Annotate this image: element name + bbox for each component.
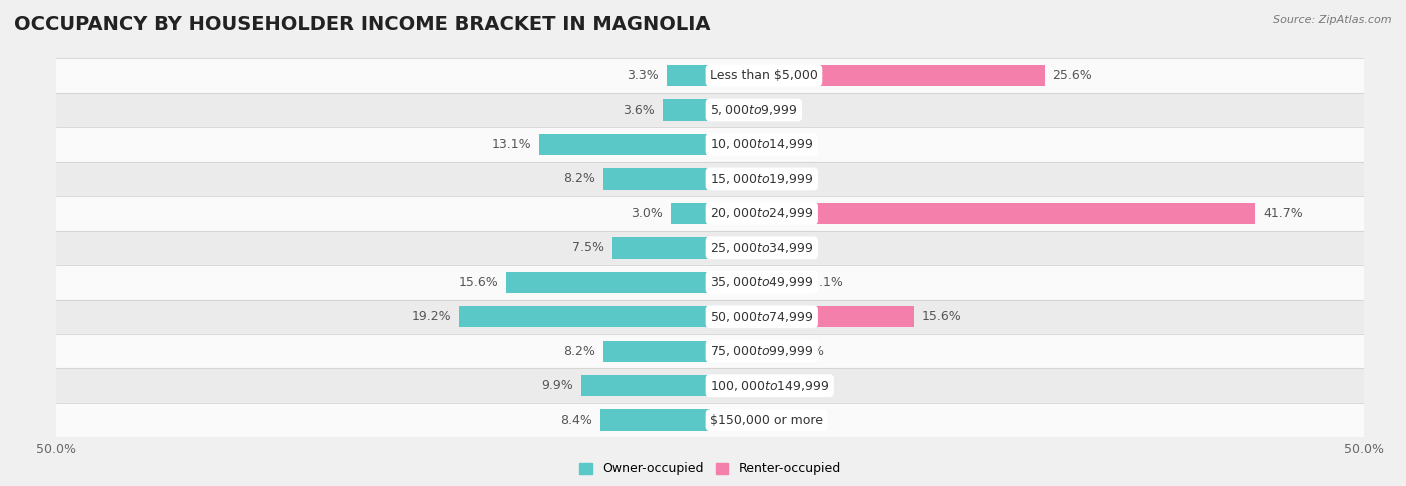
Text: $5,000 to $9,999: $5,000 to $9,999 <box>710 103 797 117</box>
Bar <box>710 306 914 328</box>
Bar <box>506 272 710 293</box>
Text: $25,000 to $34,999: $25,000 to $34,999 <box>710 241 814 255</box>
Text: Source: ZipAtlas.com: Source: ZipAtlas.com <box>1274 15 1392 25</box>
Bar <box>56 162 1364 196</box>
Text: 8.2%: 8.2% <box>562 173 595 186</box>
Bar <box>56 127 1364 162</box>
Text: Less than $5,000: Less than $5,000 <box>710 69 818 82</box>
Text: 8.4%: 8.4% <box>561 414 592 427</box>
Text: 15.6%: 15.6% <box>458 276 498 289</box>
Text: 41.7%: 41.7% <box>1263 207 1303 220</box>
Bar <box>458 306 710 328</box>
Text: 0.0%: 0.0% <box>718 173 749 186</box>
Bar <box>710 341 785 362</box>
Bar <box>612 237 710 259</box>
Bar <box>603 341 710 362</box>
Text: $150,000 or more: $150,000 or more <box>710 414 823 427</box>
Bar <box>600 410 710 431</box>
Bar <box>56 265 1364 299</box>
Bar <box>56 231 1364 265</box>
Bar <box>710 65 1045 86</box>
Text: 25.6%: 25.6% <box>1053 69 1092 82</box>
Text: OCCUPANCY BY HOUSEHOLDER INCOME BRACKET IN MAGNOLIA: OCCUPANCY BY HOUSEHOLDER INCOME BRACKET … <box>14 15 710 34</box>
Bar <box>56 403 1364 437</box>
Text: 3.3%: 3.3% <box>627 69 659 82</box>
Bar <box>56 299 1364 334</box>
Bar <box>664 99 710 121</box>
Bar <box>56 93 1364 127</box>
Text: 0.0%: 0.0% <box>718 242 749 254</box>
Bar <box>710 203 1256 224</box>
Text: 7.5%: 7.5% <box>572 242 605 254</box>
Text: 7.1%: 7.1% <box>811 276 842 289</box>
Bar <box>603 168 710 190</box>
Text: 3.6%: 3.6% <box>623 104 655 117</box>
Text: 0.0%: 0.0% <box>718 414 749 427</box>
Bar <box>56 196 1364 231</box>
Text: $100,000 to $149,999: $100,000 to $149,999 <box>710 379 830 393</box>
Bar <box>710 99 735 121</box>
Text: 0.0%: 0.0% <box>718 379 749 392</box>
Text: $20,000 to $24,999: $20,000 to $24,999 <box>710 207 814 220</box>
Bar <box>56 58 1364 93</box>
Bar <box>666 65 710 86</box>
Text: 9.9%: 9.9% <box>541 379 572 392</box>
Text: 8.2%: 8.2% <box>562 345 595 358</box>
Bar <box>56 334 1364 368</box>
Text: 5.7%: 5.7% <box>793 345 824 358</box>
Text: $15,000 to $19,999: $15,000 to $19,999 <box>710 172 814 186</box>
Text: 15.6%: 15.6% <box>922 310 962 323</box>
Bar <box>56 368 1364 403</box>
Text: $75,000 to $99,999: $75,000 to $99,999 <box>710 344 814 358</box>
Text: 3.0%: 3.0% <box>631 207 664 220</box>
Text: $35,000 to $49,999: $35,000 to $49,999 <box>710 276 814 289</box>
Legend: Owner-occupied, Renter-occupied: Owner-occupied, Renter-occupied <box>575 457 845 481</box>
Text: $50,000 to $74,999: $50,000 to $74,999 <box>710 310 814 324</box>
Text: 19.2%: 19.2% <box>412 310 451 323</box>
Bar <box>671 203 710 224</box>
Text: 2.4%: 2.4% <box>749 138 780 151</box>
Bar <box>581 375 710 397</box>
Bar <box>710 134 741 155</box>
Bar <box>710 272 803 293</box>
Text: 13.1%: 13.1% <box>491 138 531 151</box>
Text: 1.9%: 1.9% <box>742 104 775 117</box>
Bar <box>538 134 710 155</box>
Text: $10,000 to $14,999: $10,000 to $14,999 <box>710 138 814 152</box>
